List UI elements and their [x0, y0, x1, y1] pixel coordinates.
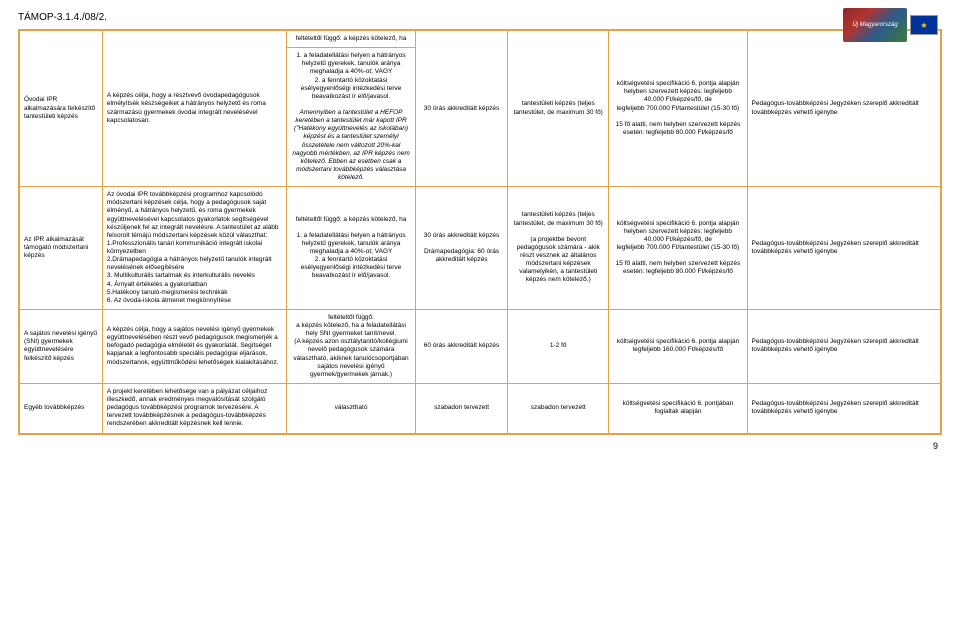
cell-course-goal: A képzés célja, hogy a sajátos nevelési …: [102, 309, 286, 383]
table-row: Az IPR alkalmazását támogató módszertani…: [20, 187, 941, 310]
header-code: TÁMOP-3.1.4./08/2.: [18, 12, 942, 23]
cell-course-name: Óvodai IPR alkalmazására felkészítő tant…: [20, 31, 103, 187]
cell-budget: költségvetési specifikáció 6. pontja ala…: [609, 187, 747, 310]
cell-participants: tantestületi képzés (teljes tantestület,…: [508, 31, 609, 187]
program-logo-text: Új Magyarország: [852, 22, 897, 28]
cell-condition: választható: [287, 383, 416, 433]
cell-note: Pedagógus-továbbképzési Jegyzéken szerep…: [747, 383, 940, 433]
cell-course-goal: A projekt keretében lehetősége van a pál…: [102, 383, 286, 433]
cell-participants: tantestületi képzés (teljes tantestület,…: [508, 187, 609, 310]
cell-course-goal: Az óvodai IPR továbbképzési programhoz k…: [102, 187, 286, 310]
training-table-wrapper: Óvodai IPR alkalmazására felkészítő tant…: [18, 29, 942, 435]
cell-hours: szabadon tervezett: [416, 383, 508, 433]
cell-condition-top: feltételtől függő: a képzés kötelező, ha: [287, 31, 416, 48]
table-row: Óvodai IPR alkalmazására felkészítő tant…: [20, 31, 941, 48]
cell-participants: szabadon tervezett: [508, 383, 609, 433]
page-number: 9: [18, 441, 942, 451]
cell-note: Pedagógus-továbbképzési Jegyzéken szerep…: [747, 31, 940, 187]
cell-note: Pedagógus-továbbképzési Jegyzéken szerep…: [747, 309, 940, 383]
cell-participants: 1-2 fő: [508, 309, 609, 383]
cell-course-goal: A képzés célja, hogy a résztvevő óvodape…: [102, 31, 286, 187]
program-logo: Új Magyarország: [843, 8, 907, 42]
table-row: A sajátos nevelési igényű (SNI) gyermeke…: [20, 309, 941, 383]
cell-condition-body: 1. a feladatellátási helyen a hátrányos …: [287, 48, 416, 187]
eu-flag-icon: ★: [910, 15, 938, 35]
cell-course-name: Egyéb továbbképzés: [20, 383, 103, 433]
logo-area: Új Magyarország ★: [843, 8, 938, 42]
cell-hours: 60 órás akkreditált képzés: [416, 309, 508, 383]
table-row: Egyéb továbbképzés A projekt keretében l…: [20, 383, 941, 433]
training-table: Óvodai IPR alkalmazására felkészítő tant…: [19, 30, 941, 434]
cell-hours: 30 órás akkreditált képzés: [416, 31, 508, 187]
cell-course-name: A sajátos nevelési igényű (SNI) gyermeke…: [20, 309, 103, 383]
cell-budget: költségvetési specifikáció 6. pontja ala…: [609, 31, 747, 187]
cell-condition: feltételtől függő: a képzés kötelező, ha…: [287, 187, 416, 310]
cell-note: Pedagógus-továbbképzési Jegyzéken szerep…: [747, 187, 940, 310]
cell-condition: feltételtől függő: a képzés kötelező, ha…: [287, 309, 416, 383]
cell-budget: költségvetési specifikáció 6. pontja ala…: [609, 309, 747, 383]
cell-budget: költségvetési specifikáció 6. pontjában …: [609, 383, 747, 433]
cell-course-name: Az IPR alkalmazását támogató módszertani…: [20, 187, 103, 310]
cell-hours: 30 órás akkreditált képzés Drámapedagógi…: [416, 187, 508, 310]
